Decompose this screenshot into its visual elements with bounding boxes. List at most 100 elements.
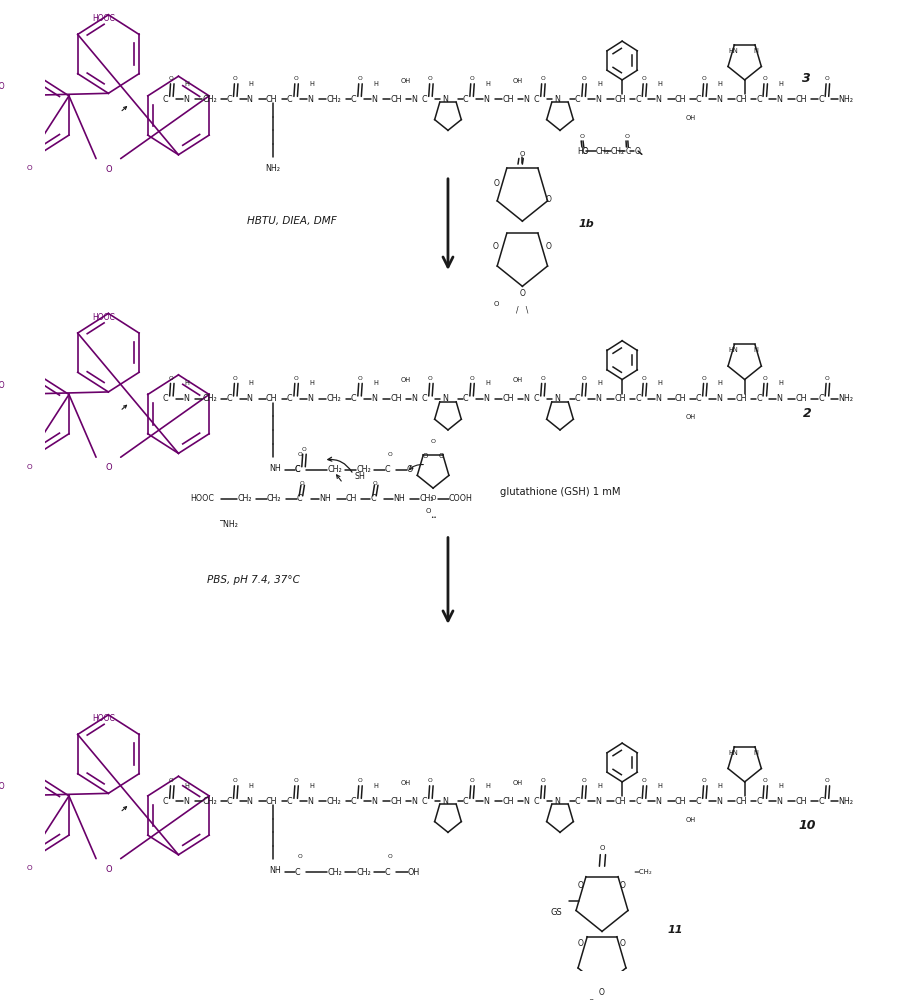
Text: N: N xyxy=(753,48,758,54)
Text: O: O xyxy=(233,76,238,81)
Text: C: C xyxy=(287,394,292,403)
Text: C: C xyxy=(581,147,586,156)
Text: N: N xyxy=(483,797,489,806)
Text: O: O xyxy=(27,865,32,871)
Text: O: O xyxy=(624,134,630,139)
Text: H: H xyxy=(372,380,378,386)
Text: NH: NH xyxy=(269,464,281,473)
Text: N: N xyxy=(483,95,489,104)
Text: CH₂: CH₂ xyxy=(326,95,341,104)
Text: N: N xyxy=(524,797,529,806)
Text: /   \: / \ xyxy=(516,305,528,314)
Text: CH: CH xyxy=(502,797,514,806)
Text: N: N xyxy=(183,95,189,104)
Text: O: O xyxy=(546,242,551,251)
Text: O: O xyxy=(621,939,626,948)
Text: N: N xyxy=(554,394,560,403)
Text: O: O xyxy=(105,165,112,174)
Text: CH₂: CH₂ xyxy=(596,147,610,156)
Text: C: C xyxy=(534,797,539,806)
Text: C: C xyxy=(696,394,702,403)
Text: O: O xyxy=(520,151,525,157)
Text: C: C xyxy=(351,797,357,806)
Text: CH: CH xyxy=(390,797,402,806)
Text: 11: 11 xyxy=(668,925,683,935)
Text: 3: 3 xyxy=(802,72,811,85)
Text: O: O xyxy=(762,778,767,783)
Text: CH: CH xyxy=(735,95,747,104)
Text: O: O xyxy=(428,778,432,783)
Text: N: N xyxy=(371,95,377,104)
Text: O: O xyxy=(540,376,545,381)
Text: O: O xyxy=(233,778,238,783)
Text: CH: CH xyxy=(502,95,514,104)
Text: N: N xyxy=(776,394,782,403)
Text: O: O xyxy=(469,76,474,81)
Text: O: O xyxy=(169,778,173,783)
Text: C: C xyxy=(463,394,468,403)
Text: O: O xyxy=(422,453,428,459)
Text: O: O xyxy=(373,481,378,486)
Text: C: C xyxy=(575,394,581,403)
Text: HOOC: HOOC xyxy=(92,313,115,322)
Text: N: N xyxy=(307,95,313,104)
Text: CH: CH xyxy=(390,394,402,403)
Text: CH: CH xyxy=(735,394,747,403)
Text: O: O xyxy=(169,376,173,381)
Text: HBTU, DIEA, DMF: HBTU, DIEA, DMF xyxy=(247,216,337,226)
Text: O: O xyxy=(519,289,526,298)
Text: OH: OH xyxy=(513,78,523,84)
Text: H: H xyxy=(597,783,602,789)
Text: O: O xyxy=(762,76,767,81)
Text: O: O xyxy=(357,778,362,783)
Text: CH: CH xyxy=(675,394,686,403)
Text: N: N xyxy=(307,394,313,403)
Text: HO: HO xyxy=(0,782,5,791)
Text: H: H xyxy=(372,783,378,789)
Text: N: N xyxy=(183,797,189,806)
Text: O: O xyxy=(581,376,586,381)
Text: C: C xyxy=(351,95,357,104)
Text: N: N xyxy=(442,797,448,806)
Text: C: C xyxy=(575,797,581,806)
Text: N: N xyxy=(656,394,661,403)
Text: C: C xyxy=(385,465,391,474)
Text: OH: OH xyxy=(685,817,695,823)
Text: C: C xyxy=(385,868,391,877)
Text: CH₂: CH₂ xyxy=(326,797,341,806)
Text: N: N xyxy=(411,394,417,403)
Text: C: C xyxy=(696,797,702,806)
Text: CH₂: CH₂ xyxy=(266,494,281,503)
Text: C: C xyxy=(818,394,824,403)
Text: N: N xyxy=(442,95,448,104)
Text: N: N xyxy=(411,797,417,806)
Text: 1b: 1b xyxy=(578,219,594,229)
Text: CH: CH xyxy=(614,95,626,104)
Text: O: O xyxy=(469,376,474,381)
Text: O: O xyxy=(494,301,500,307)
Text: C: C xyxy=(756,95,762,104)
Text: O: O xyxy=(493,179,500,188)
Text: O: O xyxy=(293,778,298,783)
Text: O: O xyxy=(589,999,594,1000)
Text: CH₂: CH₂ xyxy=(327,868,342,877)
Text: OH: OH xyxy=(401,78,411,84)
Text: C: C xyxy=(534,394,539,403)
Text: NH: NH xyxy=(393,494,405,503)
Text: O: O xyxy=(27,165,32,171)
Text: N: N xyxy=(595,95,601,104)
Text: O: O xyxy=(824,76,829,81)
Text: N: N xyxy=(183,394,189,403)
Text: N: N xyxy=(483,394,489,403)
Text: C: C xyxy=(421,394,427,403)
Text: O: O xyxy=(642,778,646,783)
Text: O: O xyxy=(298,854,302,859)
Text: N: N xyxy=(371,797,377,806)
Text: O: O xyxy=(233,376,238,381)
Text: COOH: COOH xyxy=(449,494,473,503)
Text: NH₂: NH₂ xyxy=(838,797,854,806)
Text: N: N xyxy=(247,797,253,806)
Text: NH: NH xyxy=(269,866,281,875)
Text: N: N xyxy=(554,95,560,104)
Text: C: C xyxy=(162,95,169,104)
